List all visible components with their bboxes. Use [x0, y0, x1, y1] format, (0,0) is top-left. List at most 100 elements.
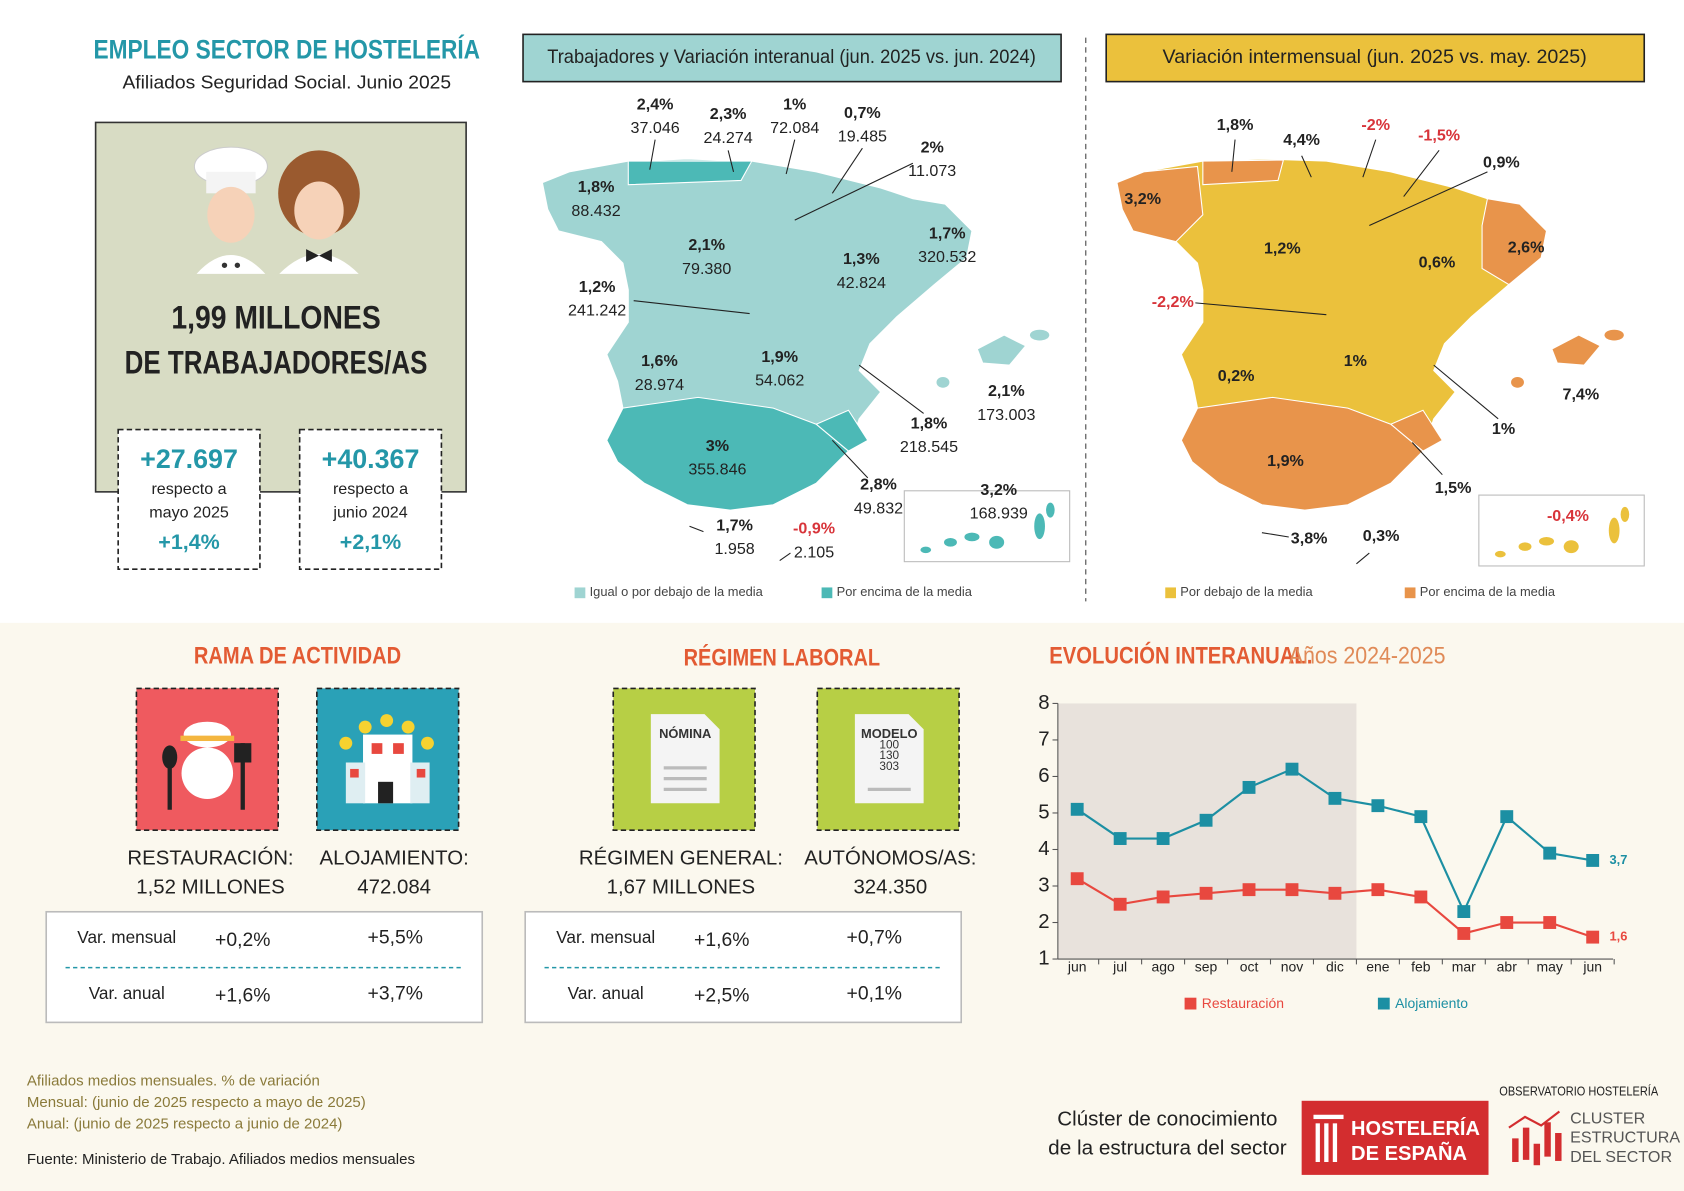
- logo-text: HOSTELERÍA: [1351, 1117, 1480, 1140]
- region-pct: 1,6%: [641, 352, 678, 370]
- kpi-value: +27.697: [140, 444, 238, 474]
- region-pct: 1%: [1492, 420, 1515, 438]
- cluster-logo-text: CLUSTER: [1570, 1109, 1645, 1127]
- item-name: RÉGIMEN GENERAL:: [579, 847, 783, 870]
- source: Fuente: Ministerio de Trabajo. Afiliados…: [27, 1151, 415, 1168]
- region-pct: 4,4%: [1283, 131, 1320, 149]
- legend-label: Por debajo de la media: [1180, 584, 1313, 599]
- region-pct: 2,8%: [860, 476, 897, 494]
- y-tick-label: 1: [1038, 947, 1049, 969]
- y-tick-label: 4: [1038, 838, 1049, 860]
- y-tick-label: 6: [1038, 765, 1049, 787]
- row-label: Var. mensual: [77, 927, 176, 947]
- region-pct: 2,1%: [988, 382, 1025, 400]
- region-count: 37.046: [631, 119, 680, 137]
- value-label: 3,7: [1610, 852, 1628, 867]
- item-value: 472.084: [357, 877, 431, 899]
- kpi-caption: respecto a: [333, 480, 408, 498]
- region-pct: -1,5%: [1418, 127, 1460, 145]
- region-pct: 1,9%: [1267, 452, 1304, 470]
- total-line: 1,99 MILLONES: [171, 300, 380, 336]
- region-pct: 2,6%: [1508, 238, 1545, 256]
- chart-subtitle: Años 2024-2025: [1289, 643, 1446, 669]
- row-value: +1,6%: [215, 986, 270, 1007]
- region-pct: 1,7%: [716, 516, 753, 534]
- x-tick-label: jun: [1067, 958, 1087, 974]
- series-marker: [1199, 886, 1213, 900]
- x-tick-label: ago: [1151, 958, 1175, 974]
- region-pct: 3,8%: [1291, 529, 1328, 547]
- region-pct: 1,9%: [761, 348, 798, 366]
- series-marker: [1371, 883, 1385, 897]
- section-title: RAMA DE ACTIVIDAD: [194, 643, 401, 669]
- region-pct: -2%: [1361, 116, 1390, 134]
- row-label: Var. mensual: [556, 927, 655, 947]
- row-value: +1,6%: [694, 930, 749, 951]
- x-tick-label: jun: [1582, 958, 1602, 974]
- legend-label: Igual o por debajo de la media: [590, 584, 764, 599]
- restaurant-icon: [162, 721, 252, 810]
- series-marker: [1113, 832, 1127, 845]
- doc-icons: [650, 714, 924, 804]
- item-value: 324.350: [853, 877, 927, 899]
- region-pct: 2%: [921, 138, 944, 156]
- kpi-caption: respecto a: [151, 480, 226, 498]
- doc-icon-text: 130: [879, 748, 899, 762]
- region-pct: -0,9%: [793, 520, 835, 538]
- series-marker: [1500, 810, 1514, 824]
- series-marker: [1543, 916, 1557, 929]
- region-count: 320.532: [918, 248, 976, 266]
- legend-swatch: [1404, 587, 1416, 599]
- section-title: RÉGIMEN LABORAL: [684, 644, 881, 672]
- region-pct: 0,6%: [1419, 253, 1456, 271]
- series-marker: [1242, 883, 1256, 897]
- y-tick-label: 7: [1038, 728, 1049, 750]
- series-marker: [1586, 853, 1600, 867]
- kpi-caption: junio 2024: [332, 504, 407, 522]
- region-pct: 0,9%: [1483, 153, 1520, 171]
- doc-icon-text: 303: [879, 759, 899, 773]
- note: Anual: (junio de 2025 respecto a junio d…: [27, 1115, 343, 1132]
- region-pct: 1,2%: [579, 278, 616, 296]
- observatorio: OBSERVATORIO HOSTELERÍA: [1499, 1084, 1658, 1099]
- series-marker: [1156, 890, 1170, 904]
- kpi-box: [117, 428, 261, 570]
- x-tick-label: mar: [1452, 958, 1476, 974]
- total-line: DE TRABAJADORES/AS: [125, 345, 428, 381]
- region-count: 42.824: [837, 274, 886, 292]
- series-marker: [1285, 883, 1299, 897]
- region-count: 24.274: [704, 129, 753, 147]
- series-marker: [1285, 762, 1299, 776]
- doc-icon-text: NÓMINA: [659, 726, 711, 741]
- y-tick-label: 3: [1038, 874, 1049, 896]
- logo-mark: [1313, 1114, 1344, 1163]
- region-count: 241.242: [568, 302, 626, 320]
- x-tick-label: abr: [1497, 958, 1518, 974]
- region-pct: 3%: [706, 437, 729, 455]
- series-marker: [1457, 927, 1471, 940]
- region-pct: 3,2%: [1124, 190, 1161, 208]
- region-count: 49.832: [854, 499, 903, 517]
- cluster-text: Clúster de conocimiento: [1057, 1109, 1277, 1131]
- chart-title: EVOLUCIÓN INTERANUAL.: [1049, 641, 1312, 669]
- region-pct: 0,2%: [1218, 367, 1255, 385]
- region-pct: 1,8%: [578, 178, 615, 196]
- region-pct: 2,1%: [688, 236, 725, 254]
- legend-swatch: [821, 587, 833, 599]
- kpi-caption: mayo 2025: [149, 504, 229, 522]
- map-title-box: [522, 33, 1062, 83]
- item-value: 1,52 MILLONES: [136, 877, 284, 899]
- x-tick-label: sep: [1195, 958, 1218, 974]
- series-marker: [1070, 872, 1084, 886]
- series-marker: [1371, 799, 1385, 813]
- region-pct: -0,4%: [1547, 507, 1589, 525]
- logo-text: DE ESPAÑA: [1351, 1142, 1467, 1165]
- region-count: 19.485: [838, 128, 887, 146]
- region-pct: 1%: [1344, 352, 1367, 370]
- notes: Afiliados medios mensuales. % de variaci…: [27, 1072, 415, 1167]
- row-value: +0,2%: [215, 930, 270, 951]
- region-count: 2.105: [794, 543, 834, 561]
- series-marker: [1414, 810, 1428, 824]
- x-tick-label: nov: [1281, 958, 1304, 974]
